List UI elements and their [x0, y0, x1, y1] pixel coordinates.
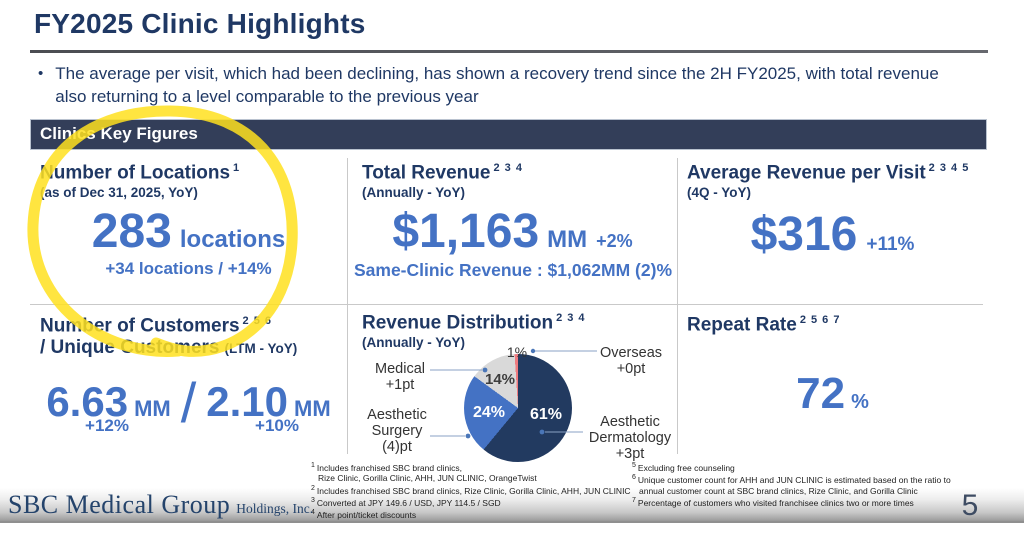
footnote-line: 5 Excluding free counseling	[632, 462, 735, 473]
repeat-rate-unit: %	[851, 391, 869, 413]
logo-sub-text: Holdings, Inc.	[236, 501, 314, 516]
locations-unit: locations	[179, 226, 286, 253]
customers-footnote-ref: 2 5 6	[242, 315, 272, 327]
customers-unit: MM	[134, 396, 171, 421]
total-revenue-value: $1,163 MM +2%	[348, 208, 677, 256]
revenue-pie	[464, 354, 572, 462]
footnote-line: 4 After point/ticket discounts	[311, 509, 417, 521]
avg-revenue-footnote-ref: 2 3 4 5	[928, 162, 970, 174]
customers-title2: / Unique Customers (LTM - YoY)	[40, 337, 297, 359]
repeat-rate-number: 72	[796, 369, 846, 418]
page-number: 5	[961, 489, 979, 522]
pie-label-overseas-text: Overseas	[599, 345, 663, 361]
pie-label-surgery: Aesthetic Surgery (4)pt	[359, 407, 435, 455]
footnote-line: Rize Clinic, Gorilla Clinic, AHH, JUN CL…	[318, 473, 537, 484]
customers-value: 6.63 MM / 2.10 MM	[30, 369, 347, 431]
footnote-line: 2 Includes franchised SBC brand clinics, …	[311, 484, 631, 496]
pie-label-surgery-change: (4)pt	[382, 439, 412, 455]
total-revenue-title-text: Total Revenue	[362, 162, 491, 184]
pie-label-dermatology-text: Aesthetic Dermatology	[588, 414, 672, 446]
unique-customers-unit: MM	[294, 396, 331, 421]
locations-footnote-ref: 1	[233, 162, 241, 174]
avg-revenue-subtitle: (4Q - YoY)	[687, 185, 752, 200]
revenue-distribution-title-text: Revenue Distribution	[362, 312, 554, 334]
locations-subtitle: (as of Dec 31, 2025, YoY)	[40, 185, 198, 200]
avg-revenue-title-text: Average Revenue per Visit	[687, 162, 926, 184]
revenue-distribution-footnote-ref: 2 3 4	[556, 312, 586, 324]
footnote-line: 3 Converted at JPY 149.6 / USD, JPY 114.5…	[311, 497, 501, 508]
footer-bar	[0, 488, 1024, 523]
title-rule	[30, 50, 988, 53]
repeat-rate-title: Repeat Rate 2 5 6 7	[687, 314, 840, 336]
bullet-dot: •	[38, 65, 44, 82]
pie-label-medical: Medical +1pt	[363, 361, 437, 393]
avg-revenue-title: Average Revenue per Visit 2 3 4 5	[687, 162, 969, 184]
pie-label-medical-text: Medical	[375, 361, 425, 377]
grid-divider-vertical	[677, 158, 678, 454]
customers-title-line2: / Unique Customers	[40, 337, 220, 358]
customers-change: +12%	[85, 416, 129, 435]
pie-pct-overseas: 1%	[506, 344, 528, 360]
total-revenue-subtitle: (Annually - YoY)	[362, 185, 466, 200]
footnotes-right: 5 Excluding free counseling 6 Unique custo…	[632, 461, 992, 508]
pie-label-dermatology-change: +3pt	[615, 446, 645, 462]
customers-title: Number of Customers 2 5 6	[40, 315, 272, 337]
locations-change: +34 locations / +14%	[105, 259, 272, 278]
same-clinic-revenue: Same-Clinic Revenue : $1,062MM (2)%	[353, 260, 673, 280]
pie-label-surgery-text: Aesthetic Surgery	[367, 407, 427, 439]
customers-count: 6.63	[46, 378, 129, 425]
footnote-line: 7 Percentage of customers who visited fra…	[632, 497, 914, 508]
customers-title-line1: Number of Customers	[40, 315, 240, 337]
total-revenue-footnote-ref: 2 3 4	[493, 162, 523, 174]
revenue-distribution-title: Revenue Distribution 2 3 4	[362, 312, 586, 334]
locations-title-text: Number of Locations	[40, 162, 231, 184]
pie-pct-dermatology: 61%	[529, 406, 563, 423]
footnote-line: annual customer count at SBC brand clini…	[639, 485, 918, 496]
pie-label-overseas-change: +0pt	[616, 361, 646, 377]
page-title: FY2025 Clinic Highlights	[34, 8, 366, 39]
repeat-rate-value: 72 %	[678, 372, 987, 416]
pie-pct-surgery: 24%	[472, 404, 506, 421]
section-header-label: Clinics Key Figures	[40, 124, 198, 143]
logo-main-text: SBC Medical Group	[8, 490, 231, 519]
avg-revenue-value: $316 +11%	[678, 211, 987, 259]
company-logo: SBC Medical Group Holdings, Inc.	[8, 490, 313, 520]
total-revenue-title: Total Revenue 2 3 4	[362, 162, 523, 184]
total-revenue-unit: MM	[547, 226, 588, 253]
footnotes-left: 1 Includes franchised SBC brand clinics, …	[311, 461, 641, 521]
repeat-rate-footnote-ref: 2 5 6 7	[799, 314, 841, 326]
pie-label-medical-change: +1pt	[385, 377, 415, 393]
unique-customers-count: 2.10	[206, 378, 289, 425]
locations-count: 283	[91, 205, 172, 258]
pie-label-dermatology: Aesthetic Dermatology +3pt	[584, 414, 676, 462]
avg-revenue-change: +11%	[866, 234, 915, 255]
locations-value: 283 locations	[30, 208, 347, 256]
bullet-item: • The average per visit, which had been …	[38, 62, 978, 108]
avg-revenue-amount: $316	[750, 208, 858, 261]
customers-subtitle: (LTM - YoY)	[224, 341, 298, 356]
footnote-line: 6 Unique customer count for AHH and JUN C…	[632, 474, 951, 486]
total-revenue-change: +2%	[596, 231, 633, 251]
pie-label-overseas: Overseas +0pt	[594, 345, 668, 377]
revenue-distribution-subtitle: (Annually - YoY)	[362, 335, 466, 350]
grid-divider-horizontal	[30, 304, 983, 305]
unique-customers-change: +10%	[255, 416, 299, 435]
customers-separator: /	[180, 371, 197, 434]
locations-title: Number of Locations 1	[40, 162, 240, 184]
repeat-rate-title-text: Repeat Rate	[687, 314, 797, 336]
footnote-line: 1 Includes franchised SBC brand clinics,	[311, 462, 462, 473]
pie-pct-medical: 14%	[484, 371, 516, 388]
bullet-text: The average per visit, which had been de…	[55, 64, 939, 106]
grid-divider-vertical	[347, 158, 348, 454]
section-header-bar: Clinics Key Figures	[30, 119, 987, 150]
total-revenue-amount: $1,163	[392, 205, 540, 258]
